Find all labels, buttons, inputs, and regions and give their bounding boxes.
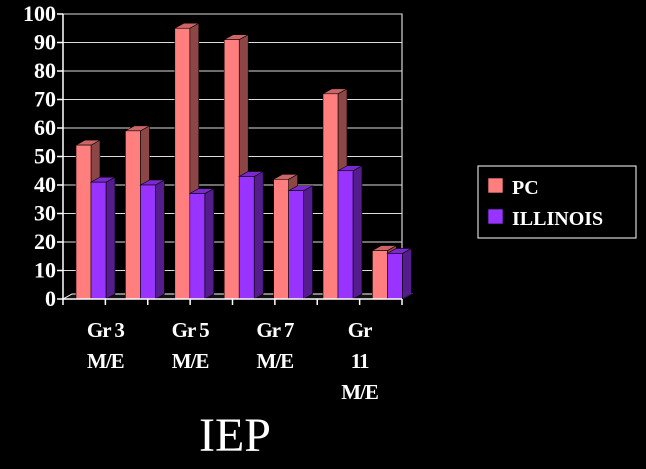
bar-side [204, 188, 215, 300]
bar-illinois [337, 170, 354, 300]
bar-pc [75, 144, 92, 300]
y-tick-label: 100 [23, 1, 56, 26]
bar-illinois [140, 184, 156, 300]
bar-side [352, 165, 363, 300]
legend-label: PC [512, 177, 539, 199]
bar-pc [322, 93, 339, 300]
y-tick-label: 10 [34, 258, 56, 283]
bar-pc [223, 39, 240, 300]
bar-side [105, 176, 116, 300]
y-tick-label: 50 [34, 144, 56, 169]
y-tick-label: 30 [34, 201, 56, 226]
y-tick-label: 20 [34, 229, 56, 254]
x-category-label: 11 [351, 349, 369, 373]
legend-swatch [487, 208, 504, 225]
x-category-label: M/E [341, 380, 378, 404]
y-tick-label: 70 [34, 87, 56, 112]
y-tick-label: 40 [34, 172, 56, 197]
slide-title: IEP [199, 409, 271, 462]
x-category-label: Gr 3 [87, 318, 125, 342]
x-category-label: Gr 7 [256, 318, 294, 342]
bar-pc [174, 27, 191, 300]
x-category-label: M/E [257, 349, 294, 373]
x-category-label: Gr 5 [172, 318, 210, 342]
y-tick-label: 80 [34, 58, 56, 83]
bar-illinois [189, 193, 206, 300]
bar-illinois [387, 253, 403, 300]
bar-illinois [288, 190, 304, 300]
bar-illinois [238, 176, 255, 300]
bar-side [253, 170, 264, 300]
legend-swatch [487, 177, 504, 194]
x-category-label: M/E [87, 349, 124, 373]
y-tick-label: 90 [34, 30, 56, 55]
legend-box [477, 165, 637, 239]
bar-side [303, 185, 313, 300]
bar-illinois [90, 181, 107, 300]
legend-label: ILLINOIS [512, 208, 603, 230]
bar-side [155, 179, 165, 300]
bar-pc [372, 250, 388, 300]
bar-side [402, 247, 412, 300]
x-category-label: M/E [172, 349, 209, 373]
y-tick-label: 0 [45, 286, 56, 311]
x-category-label: Gr [348, 318, 372, 342]
bar-pc [273, 179, 289, 300]
bar-pc [125, 130, 141, 300]
y-tick-label: 60 [34, 115, 56, 140]
